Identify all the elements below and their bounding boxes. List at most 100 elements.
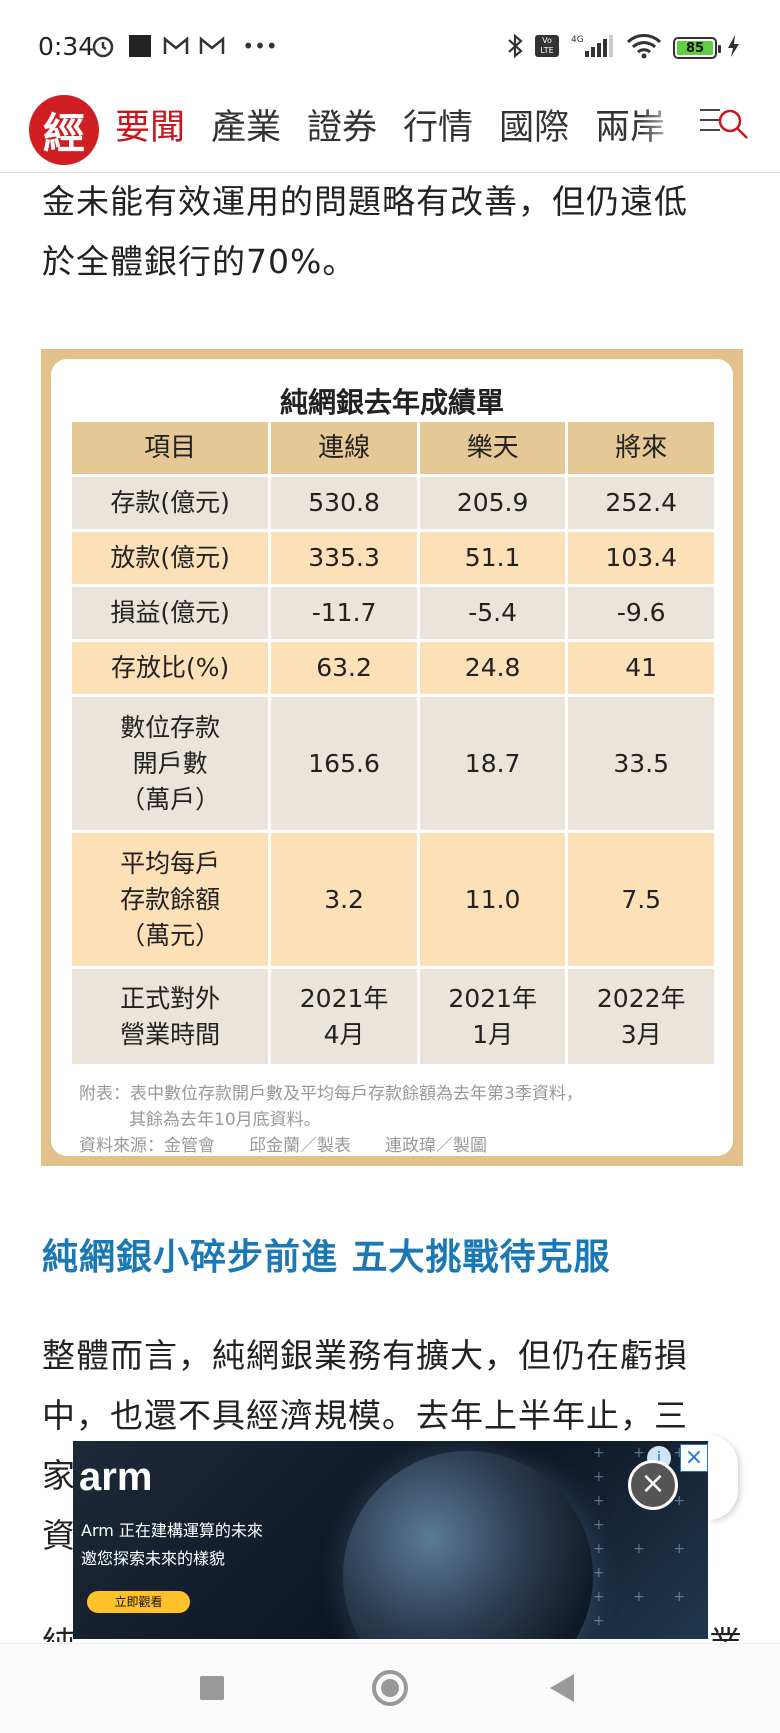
bluetooth-icon (505, 32, 525, 60)
paragraph-fragment: 業 (709, 1614, 742, 1642)
header-cell: 連線 (271, 422, 417, 474)
recents-button[interactable] (200, 1676, 224, 1700)
label-line: 營業時間 (120, 1019, 221, 1049)
header-cell: 將來 (568, 422, 714, 474)
cell-line: 2021年 (299, 983, 389, 1013)
article-paragraph: 金未能有效運用的問題略有改善，但仍遠低 於全體銀行的70%。 (42, 172, 742, 292)
table-cell: 103.4 (568, 532, 714, 584)
table-header-row: 項目 連線 樂天 將來 (72, 422, 714, 474)
top-navigation: 經 要聞 產業 證券 行情 國際 兩岸 (0, 95, 780, 173)
row-label: 放款(億元) (72, 532, 269, 584)
battery-level: 85 (677, 41, 713, 56)
table-cell: 18.7 (419, 697, 566, 830)
article-paragraph-partial: 純 業 (42, 1614, 742, 1642)
label-line: （萬元） (120, 920, 221, 950)
paragraph-line: 中，也還不具經濟規模。去年上半年止，三 (42, 1396, 688, 1435)
row-label: 存款(億元) (72, 477, 269, 529)
table-row: 存放比(%) 63.2 24.8 41 (72, 642, 714, 694)
search-icon[interactable] (716, 107, 750, 141)
planet-image (343, 1451, 593, 1639)
battery-icon: 85 (673, 37, 721, 59)
cell-line: 3月 (620, 1019, 662, 1049)
tab-international[interactable]: 國際 (499, 108, 570, 148)
table-cell: 205.9 (419, 477, 566, 529)
paragraph-fragment: 純 (42, 1624, 75, 1642)
cell-line: 1月 (472, 1019, 514, 1049)
row-label: 正式對外 營業時間 (72, 969, 269, 1064)
infographic-title: 純網銀去年成績單 (279, 386, 504, 419)
ad-subline: 邀您探索未來的樣貌 (81, 1549, 226, 1568)
tab-news[interactable]: 要聞 (115, 108, 186, 148)
tab-market[interactable]: 行情 (403, 108, 474, 148)
paragraph-line: 金未能有效運用的問題略有改善，但仍遠低 (42, 182, 688, 221)
table-row: 存款(億元) 530.8 205.9 252.4 (72, 477, 714, 529)
table-cell: 33.5 (568, 697, 714, 830)
table-cell: -11.7 (271, 587, 417, 639)
banner-ad[interactable]: + + + ++ + + ++ + + ++ + + ++ + + ++ + +… (73, 1441, 708, 1639)
status-time: 0:34 (38, 32, 95, 61)
label-line: 存款餘額 (120, 884, 221, 914)
table-row: 平均每戶 存款餘額 （萬元） 3.2 11.0 7.5 (72, 833, 714, 966)
table-cell: 41 (568, 642, 714, 694)
paragraph-line: 資 (42, 1516, 76, 1555)
table-row: 數位存款 開戶數 （萬戶） 165.6 18.7 33.5 (72, 697, 714, 830)
report-card-table: 項目 連線 樂天 將來 存款(億元) 530.8 205.9 252.4 放款(… (69, 419, 717, 1067)
table-cell: 2022年 3月 (568, 969, 714, 1064)
label-line: 平均每戶 (120, 848, 221, 878)
volte-icon: Vo LTE (534, 32, 560, 60)
paragraph-line: 於全體銀行的70%。 (42, 242, 357, 281)
table-cell: 2021年 4月 (271, 969, 417, 1064)
infographic-card: 純網銀去年成績單 項目 連線 樂天 將來 存款(億元) 530.8 205.9 … (51, 359, 733, 1156)
status-bar: 0:34 ••• Vo LTE 4G 85 (0, 0, 780, 95)
system-navigation-bar (0, 1643, 780, 1733)
tabs-fade-overlay (640, 95, 700, 167)
site-logo[interactable]: 經 (29, 95, 99, 165)
signal-icon: 4G (568, 32, 616, 60)
row-label: 存放比(%) (72, 642, 269, 694)
ad-brand-logo: arm (79, 1455, 153, 1499)
app-notification-icon (128, 32, 152, 60)
cell-line: 2022年 (596, 983, 686, 1013)
close-icon[interactable]: × (628, 1460, 678, 1510)
label-line: （萬戶） (120, 784, 221, 814)
table-cell: 51.1 (419, 532, 566, 584)
alarm-icon (90, 32, 116, 60)
table-row: 正式對外 營業時間 2021年 4月 2021年 1月 2022年 3月 (72, 969, 714, 1064)
svg-text:4G: 4G (571, 35, 584, 45)
table-note: 附表：表中數位存款開戶數及平均每戶存款餘額為去年第3季資料， (79, 1084, 583, 1104)
wifi-icon (624, 32, 664, 60)
header-cell: 項目 (72, 422, 269, 474)
table-cell: 7.5 (568, 833, 714, 966)
menu-icon[interactable] (700, 109, 724, 139)
more-dots-icon: ••• (242, 34, 278, 58)
row-label: 平均每戶 存款餘額 （萬元） (72, 833, 269, 966)
table-row: 損益(億元) -11.7 -5.4 -9.6 (72, 587, 714, 639)
table-cell: 2021年 1月 (419, 969, 566, 1064)
table-source: 資料來源：金管會 邱金蘭／製表 連政瑋／製圖 (79, 1136, 487, 1156)
table-cell: 11.0 (419, 833, 566, 966)
section-heading: 純網銀小碎步前進 五大挑戰待克服 (42, 1237, 611, 1278)
label-line: 正式對外 (120, 983, 221, 1013)
table-cell: 335.3 (271, 532, 417, 584)
infographic-image: 純網銀去年成績單 項目 連線 樂天 將來 存款(億元) 530.8 205.9 … (41, 349, 743, 1166)
table-cell: 63.2 (271, 642, 417, 694)
ad-dismiss-icon[interactable]: × (680, 1444, 708, 1472)
home-button[interactable] (372, 1670, 408, 1706)
gmail-icon (163, 32, 189, 60)
table-cell: 530.8 (271, 477, 417, 529)
cell-line: 4月 (323, 1019, 365, 1049)
table-cell: -5.4 (419, 587, 566, 639)
back-button[interactable] (550, 1674, 574, 1702)
ad-cta-button[interactable]: 立即觀看 (87, 1591, 190, 1613)
table-row: 放款(億元) 335.3 51.1 103.4 (72, 532, 714, 584)
table-cell: 3.2 (271, 833, 417, 966)
cell-line: 2021年 (448, 983, 537, 1013)
label-line: 開戶數 (132, 748, 208, 778)
table-note: 其餘為去年10月底資料。 (129, 1110, 321, 1130)
label-line: 數位存款 (120, 712, 221, 742)
category-tabs: 要聞 產業 證券 行情 國際 兩岸 (115, 103, 691, 153)
tab-industry[interactable]: 產業 (211, 108, 282, 148)
tab-securities[interactable]: 證券 (307, 108, 378, 148)
ad-side-tab (708, 1435, 738, 1520)
table-cell: 24.8 (419, 642, 566, 694)
